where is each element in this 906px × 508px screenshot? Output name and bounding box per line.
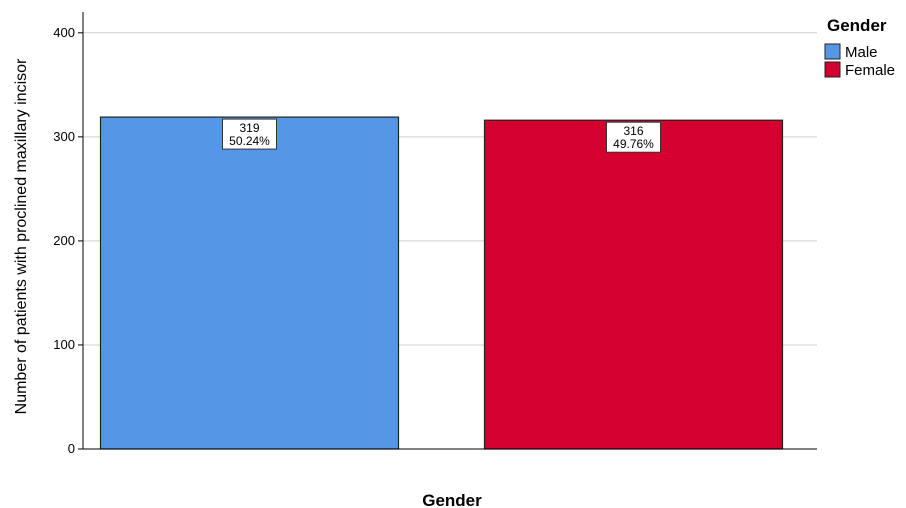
y-tick-label: 200 bbox=[53, 233, 75, 248]
data-label-percent: 50.24% bbox=[229, 134, 270, 148]
data-label-count: 319 bbox=[239, 121, 259, 135]
bars bbox=[99, 116, 784, 450]
bar-female bbox=[483, 119, 784, 450]
legend-title: Gender bbox=[827, 16, 887, 35]
data-label-count: 316 bbox=[623, 124, 643, 138]
legend-swatch-female bbox=[824, 61, 841, 78]
legend-label-female: Female bbox=[845, 62, 895, 79]
y-tick-label: 300 bbox=[53, 129, 75, 144]
data-label-box bbox=[222, 118, 277, 150]
bar-male bbox=[99, 116, 400, 450]
y-axis-label: Number of patients with proclined maxill… bbox=[13, 58, 30, 414]
data-label-box bbox=[606, 121, 661, 153]
y-tick-label: 100 bbox=[53, 337, 75, 352]
legend-label-male: Male bbox=[845, 44, 878, 61]
y-ticks: 0 100 200 300 400 bbox=[53, 25, 83, 456]
y-tick-label: 400 bbox=[53, 25, 75, 40]
y-tick-label: 0 bbox=[68, 441, 75, 456]
data-label-percent: 49.76% bbox=[613, 137, 654, 151]
legend-swatch-male bbox=[824, 43, 841, 60]
x-axis-label: Gender bbox=[422, 491, 482, 508]
